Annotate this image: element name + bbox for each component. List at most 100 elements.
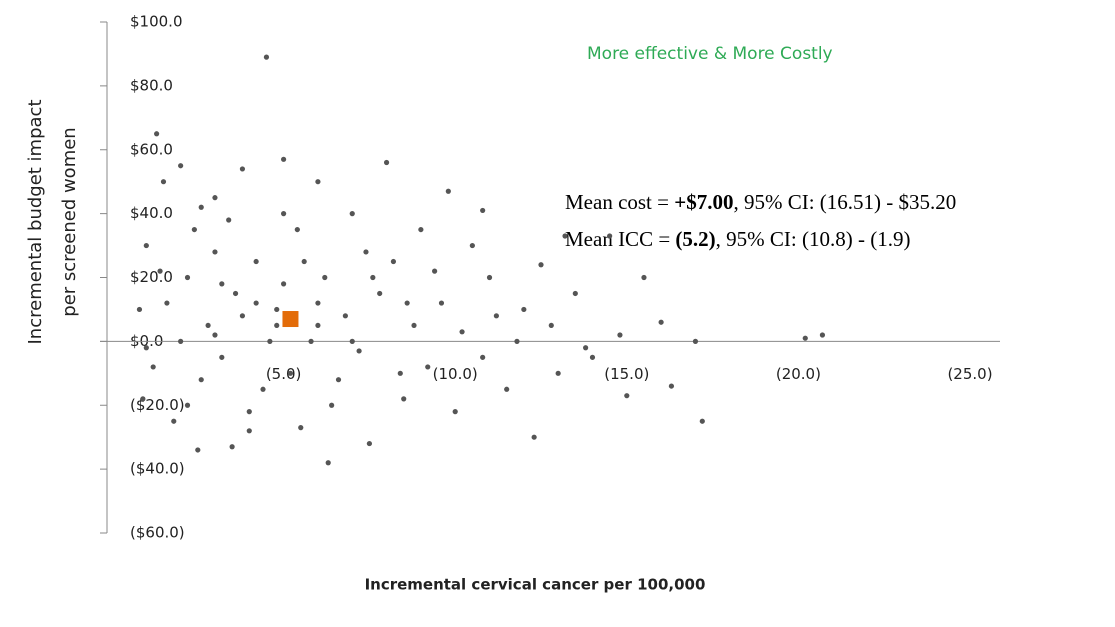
point — [322, 274, 328, 281]
point — [397, 370, 403, 376]
point — [315, 179, 321, 185]
point — [246, 409, 252, 415]
point — [668, 383, 675, 389]
point — [219, 281, 225, 287]
point — [819, 332, 826, 338]
point — [253, 258, 259, 265]
point — [480, 354, 486, 360]
y-tick-label: $20.0 — [130, 268, 173, 286]
point — [607, 233, 613, 239]
point — [486, 274, 493, 281]
point — [480, 207, 486, 214]
point — [514, 338, 520, 344]
y-axis-label: per screened women — [59, 127, 80, 316]
point — [184, 402, 191, 408]
point — [531, 434, 537, 440]
point — [538, 262, 544, 268]
y-tick-label: $60.0 — [130, 140, 173, 158]
point — [383, 159, 390, 166]
point — [438, 300, 445, 306]
point — [493, 313, 499, 319]
point — [281, 211, 287, 217]
point — [212, 195, 218, 201]
y-tick-label: $100.0 — [130, 13, 183, 31]
point — [624, 393, 630, 399]
point — [301, 258, 307, 265]
point — [315, 322, 321, 329]
point — [370, 274, 376, 281]
point — [459, 329, 465, 335]
y-tick-label: $80.0 — [130, 76, 173, 94]
point — [363, 249, 369, 255]
point — [329, 402, 335, 408]
point — [445, 188, 451, 194]
point — [589, 354, 596, 360]
point — [143, 345, 149, 351]
y-tick-label: ($60.0) — [130, 524, 185, 542]
point — [229, 444, 235, 450]
x-axis-label: Incremental cervical cancer per 100,000 — [365, 576, 706, 594]
point — [335, 377, 342, 383]
point — [232, 290, 239, 297]
mean-cost-note: Mean cost = +$7.00, 95% CI: (16.51) - $3… — [565, 190, 956, 214]
point — [658, 319, 664, 325]
point — [315, 300, 321, 306]
x-tick-label: (20.0) — [776, 365, 821, 383]
point — [239, 166, 246, 172]
x-tick-label: (15.0) — [604, 365, 649, 383]
point — [802, 335, 808, 341]
x-tick-label: (10.0) — [433, 365, 478, 383]
point — [205, 322, 211, 329]
point — [521, 306, 527, 313]
point — [191, 226, 197, 233]
point — [469, 242, 475, 249]
point — [164, 300, 170, 306]
point — [212, 249, 218, 255]
point — [267, 338, 273, 344]
point — [572, 290, 578, 297]
point — [260, 386, 266, 392]
point — [418, 226, 424, 233]
point — [349, 211, 355, 217]
point — [377, 290, 383, 297]
point — [178, 338, 184, 344]
point — [184, 274, 191, 281]
point — [548, 322, 554, 329]
y-tick-label: ($20.0) — [130, 396, 185, 414]
mean-point — [282, 311, 299, 328]
point — [263, 54, 270, 60]
point — [212, 332, 218, 338]
point — [294, 226, 300, 233]
point — [140, 396, 146, 402]
point — [583, 345, 589, 351]
point — [404, 300, 410, 306]
point — [154, 131, 160, 137]
y-tick-label: ($40.0) — [130, 460, 185, 478]
point — [641, 274, 647, 281]
point — [390, 258, 397, 265]
point — [143, 242, 149, 249]
point — [160, 179, 167, 185]
point — [425, 364, 431, 370]
point — [136, 306, 143, 313]
point — [366, 440, 372, 447]
point — [555, 370, 561, 376]
point — [452, 409, 458, 415]
x-tick-label: (5.0) — [266, 365, 302, 383]
point — [356, 348, 362, 354]
point — [281, 156, 287, 162]
point — [298, 425, 304, 431]
mean-icc-note: Mean ICC = (5.2), 95% CI: (10.8) - (1.9) — [565, 227, 910, 251]
point — [401, 396, 407, 402]
point — [178, 163, 184, 169]
point — [504, 386, 510, 392]
point — [432, 268, 438, 274]
point — [562, 233, 568, 239]
y-axis-label: Incremental budget impact — [25, 99, 46, 344]
point — [308, 338, 314, 344]
point — [195, 447, 201, 453]
point — [342, 313, 348, 319]
point — [219, 354, 225, 360]
point — [274, 322, 280, 329]
point — [157, 268, 163, 274]
